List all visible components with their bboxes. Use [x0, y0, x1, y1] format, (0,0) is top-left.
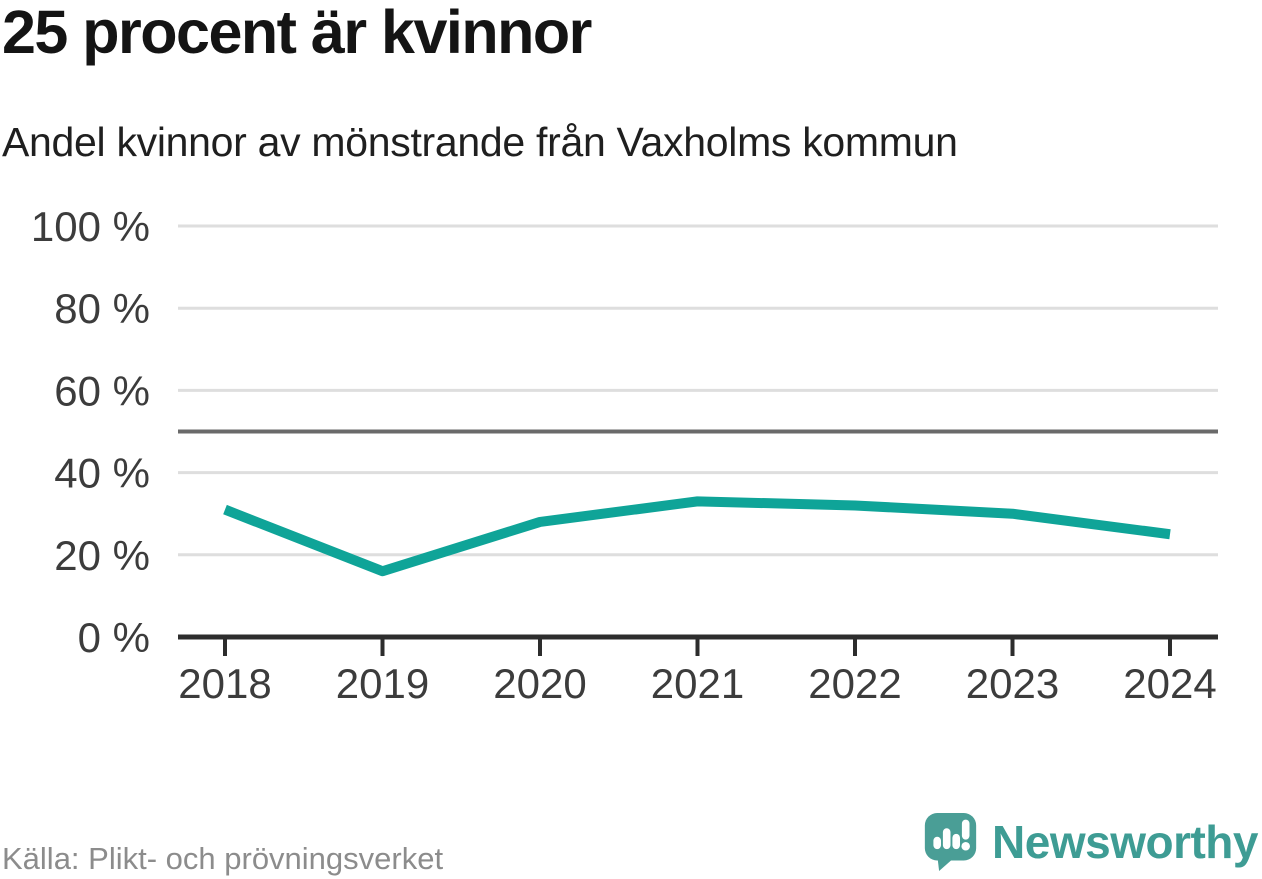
x-tick-label: 2018: [178, 660, 271, 707]
x-tick-label: 2022: [808, 660, 901, 707]
y-tick-label: 100 %: [31, 203, 150, 250]
chart-title: 25 procent är kvinnor: [2, 0, 592, 66]
newsworthy-logo-text: Newsworthy: [992, 815, 1258, 868]
newsworthy-logo-icon: [924, 813, 977, 871]
y-tick-label: 60 %: [54, 367, 150, 414]
x-tick-label: 2021: [651, 660, 744, 707]
x-tick-label: 2019: [336, 660, 429, 707]
y-tick-label: 0 %: [78, 614, 150, 661]
data-line: [223, 496, 1171, 577]
newsworthy-logo: Newsworthy: [922, 811, 1258, 872]
x-tick-label: 2024: [1123, 660, 1216, 707]
y-tick-label: 20 %: [54, 532, 150, 579]
x-tick-label: 2020: [493, 660, 586, 707]
x-tick-label: 2023: [966, 660, 1059, 707]
line-chart: 0 % 20 % 40 % 60 % 80 % 100 % 2018 2019 2020 2021…: [31, 203, 1218, 707]
chart-subtitle: Andel kvinnor av mönstrande från Vaxholm…: [2, 119, 958, 165]
y-tick-label: 80 %: [54, 285, 150, 332]
y-tick-label: 40 %: [54, 450, 150, 497]
source-note: Källa: Plikt- och prövningsverket: [2, 841, 444, 876]
